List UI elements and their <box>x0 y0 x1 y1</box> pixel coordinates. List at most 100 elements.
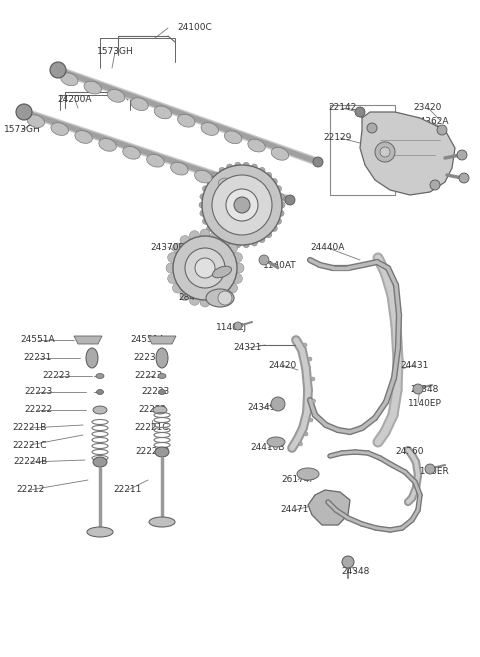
Circle shape <box>203 186 208 192</box>
Text: 22222: 22222 <box>24 405 52 415</box>
Text: 24420: 24420 <box>268 361 296 369</box>
Circle shape <box>234 263 244 273</box>
Circle shape <box>185 248 225 288</box>
Circle shape <box>266 172 272 178</box>
Circle shape <box>219 237 225 242</box>
Ellipse shape <box>267 437 285 447</box>
Polygon shape <box>308 490 350 525</box>
Circle shape <box>425 464 435 474</box>
Circle shape <box>218 291 232 305</box>
Circle shape <box>259 168 265 173</box>
Ellipse shape <box>248 139 265 152</box>
Circle shape <box>252 240 257 246</box>
Text: 24100C: 24100C <box>178 24 212 32</box>
Ellipse shape <box>194 170 212 183</box>
Circle shape <box>206 179 213 185</box>
Ellipse shape <box>271 147 288 160</box>
Ellipse shape <box>84 81 101 94</box>
Circle shape <box>259 237 265 242</box>
Ellipse shape <box>154 106 172 119</box>
Ellipse shape <box>201 123 218 135</box>
Ellipse shape <box>147 154 164 167</box>
Circle shape <box>430 180 440 190</box>
Circle shape <box>200 210 206 216</box>
Circle shape <box>276 186 282 192</box>
Circle shape <box>459 173 469 183</box>
Text: 24410B: 24410B <box>251 443 285 453</box>
Ellipse shape <box>123 147 140 159</box>
Text: 22221C: 22221C <box>135 424 169 432</box>
Circle shape <box>259 255 269 265</box>
Circle shape <box>271 225 277 231</box>
Text: 22224B: 22224B <box>13 457 47 466</box>
Text: 24431: 24431 <box>401 361 429 369</box>
Circle shape <box>271 397 285 411</box>
Ellipse shape <box>51 123 69 135</box>
Circle shape <box>266 232 272 238</box>
Circle shape <box>172 283 182 293</box>
Text: 24551A: 24551A <box>131 336 165 344</box>
Circle shape <box>195 258 215 278</box>
Circle shape <box>211 231 220 240</box>
Circle shape <box>309 418 313 422</box>
Text: 24355S: 24355S <box>179 265 213 275</box>
Circle shape <box>180 290 190 300</box>
Text: 22449: 22449 <box>418 164 446 173</box>
Circle shape <box>227 240 233 246</box>
Circle shape <box>166 263 176 273</box>
Ellipse shape <box>170 162 188 175</box>
Text: 22231: 22231 <box>24 353 52 363</box>
Circle shape <box>199 202 205 208</box>
Text: 24200A: 24200A <box>58 95 92 104</box>
Circle shape <box>285 195 295 205</box>
Ellipse shape <box>108 89 125 102</box>
Ellipse shape <box>93 457 107 467</box>
Text: 24348: 24348 <box>342 568 370 576</box>
Ellipse shape <box>86 348 98 368</box>
Circle shape <box>234 197 250 213</box>
Text: 28440C: 28440C <box>179 294 213 302</box>
Text: 22223: 22223 <box>141 388 169 397</box>
Ellipse shape <box>87 527 113 537</box>
Text: 26174P: 26174P <box>281 476 315 484</box>
Text: 22224B: 22224B <box>135 447 169 457</box>
Ellipse shape <box>225 131 242 144</box>
Circle shape <box>219 168 225 173</box>
Polygon shape <box>74 336 102 344</box>
Text: 22231: 22231 <box>134 353 162 363</box>
Ellipse shape <box>27 115 45 127</box>
Text: 24348: 24348 <box>411 386 439 394</box>
Circle shape <box>168 252 178 263</box>
Ellipse shape <box>206 289 234 307</box>
Text: 22212: 22212 <box>16 486 44 495</box>
Text: 22129: 22129 <box>324 133 352 143</box>
Circle shape <box>235 162 241 168</box>
Circle shape <box>279 202 285 208</box>
Circle shape <box>228 283 238 293</box>
Circle shape <box>203 218 208 224</box>
Ellipse shape <box>99 139 116 151</box>
Text: 24560: 24560 <box>396 447 424 457</box>
Circle shape <box>234 322 242 330</box>
Circle shape <box>278 194 284 200</box>
Text: 23420: 23420 <box>414 104 442 112</box>
Text: 22221B: 22221B <box>13 424 47 432</box>
Ellipse shape <box>131 98 148 110</box>
Text: 1573GH: 1573GH <box>4 125 40 135</box>
Circle shape <box>304 432 308 436</box>
Text: 24349: 24349 <box>248 403 276 413</box>
Circle shape <box>252 164 257 170</box>
Polygon shape <box>360 112 455 195</box>
Circle shape <box>202 165 282 245</box>
Bar <box>330 105 395 195</box>
Text: 22223: 22223 <box>134 371 162 380</box>
Ellipse shape <box>242 186 260 199</box>
Circle shape <box>276 218 282 224</box>
Circle shape <box>271 179 277 185</box>
Ellipse shape <box>93 406 107 414</box>
Circle shape <box>50 62 66 78</box>
Circle shape <box>228 243 238 253</box>
Circle shape <box>220 235 230 246</box>
Circle shape <box>380 147 390 157</box>
Circle shape <box>278 210 284 216</box>
